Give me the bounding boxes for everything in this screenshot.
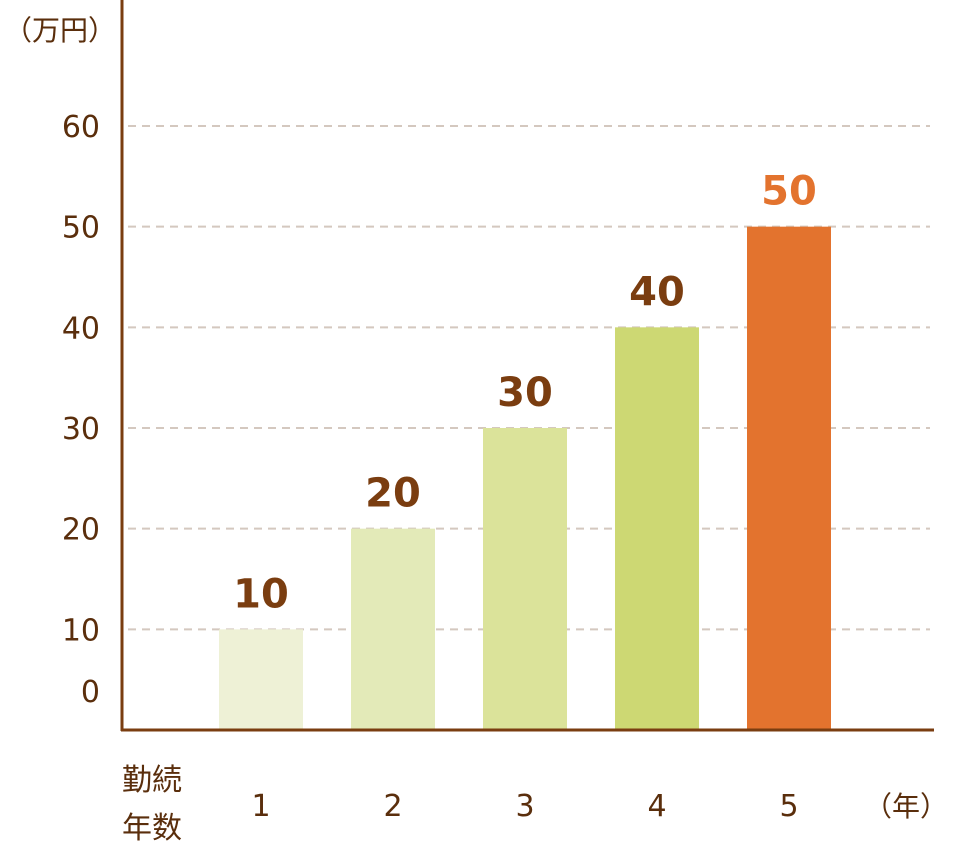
y-tick-label: 20 [62,513,100,548]
data-label: 50 [761,169,817,215]
x-tick-label: 2 [383,789,402,824]
y-unit-label: （万円） [4,14,116,47]
bar [747,226,831,730]
y-tick-label: 40 [62,311,100,346]
data-labels: 10 20 30 40 50 [233,169,817,618]
data-label: 30 [497,370,553,416]
x-axis-title-line-1: 勤続 [122,763,182,798]
data-label: 10 [233,571,289,617]
y-tick-label: 10 [62,613,100,648]
bar [351,528,435,730]
x-axis-title-line-2: 年数 [122,811,182,846]
bar [483,428,567,730]
bars [219,226,831,730]
x-tick-labels: 1 2 3 4 5 [251,789,798,824]
x-tick-label: 5 [779,789,798,824]
y-tick-labels: 0 10 20 30 40 50 60 [62,110,100,710]
data-label: 20 [365,471,421,517]
bar [219,629,303,730]
x-tick-label: 1 [251,789,270,824]
x-tick-label: 3 [515,789,534,824]
bar [615,327,699,730]
x-unit-label: （年） [864,790,948,823]
y-tick-label: 50 [62,211,100,246]
y-tick-label: 30 [62,412,100,447]
x-tick-label: 4 [647,789,666,824]
y-tick-label: 0 [81,675,100,710]
y-tick-label: 60 [62,110,100,145]
data-label: 40 [629,269,685,315]
